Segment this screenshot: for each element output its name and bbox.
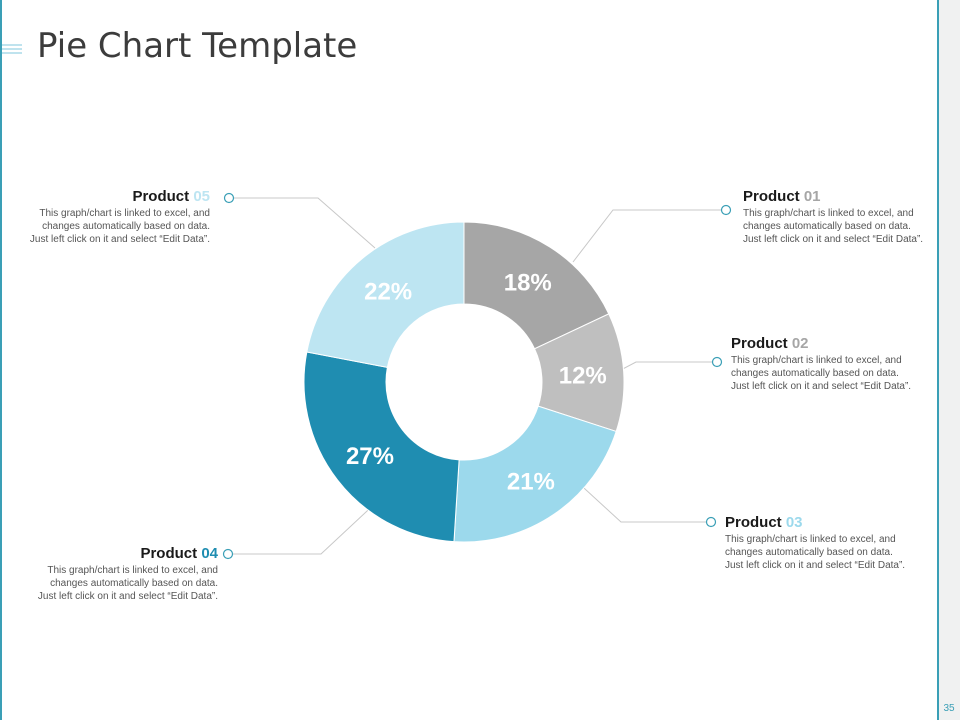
page-number: 35 (943, 703, 955, 714)
slice-value-label: 18% (504, 270, 552, 297)
slice-value-label: 12% (559, 363, 607, 390)
callout-name: Product (132, 188, 190, 205)
callout-title: Product 01 (743, 188, 960, 206)
callout-number: 05 (193, 188, 210, 205)
callout-marker-icon (223, 192, 235, 204)
left-border (0, 0, 2, 720)
desc-line: changes automatically based on data. (42, 221, 210, 232)
callout-title: Product 05 (0, 188, 210, 206)
pie-slice (303, 351, 460, 543)
desc-line: changes automatically based on data. (743, 221, 911, 232)
callout-product-04: Product 04 This graph/chart is linked to… (0, 545, 218, 603)
callout-name: Product (140, 545, 198, 562)
callout-title: Product 02 (731, 335, 960, 353)
desc-line: This graph/chart is linked to excel, and (743, 208, 914, 219)
callout-name: Product (731, 335, 788, 352)
desc-line: Just left click on it and select “Edit D… (37, 591, 218, 602)
callout-number: 01 (803, 188, 821, 205)
slice-value-label: 27% (346, 443, 394, 470)
callout-marker-icon (222, 548, 234, 560)
callout-product-03: Product 03 This graph/chart is linked to… (725, 514, 955, 572)
leader-line (228, 497, 382, 555)
callout-description: This graph/chart is linked to excel, and… (0, 564, 218, 603)
callout-title: Product 04 (0, 545, 218, 563)
callout-product-01: Product 01 This graph/chart is linked to… (743, 188, 960, 246)
callout-marker-icon (711, 356, 723, 368)
desc-line: This graph/chart is linked to excel, and (731, 355, 902, 366)
pie-slice (463, 221, 610, 350)
desc-line: Just left click on it and select “Edit D… (29, 234, 210, 245)
slice-value-label: 22% (364, 278, 412, 305)
callout-product-05: Product 05 This graph/chart is linked to… (0, 188, 210, 246)
callout-marker-icon (720, 204, 732, 216)
callout-number: 03 (785, 514, 803, 531)
leader-line (572, 209, 726, 263)
callout-description: This graph/chart is linked to excel, and… (725, 533, 955, 572)
callout-description: This graph/chart is linked to excel, and… (743, 207, 960, 246)
callout-name: Product (743, 188, 800, 205)
desc-line: This graph/chart is linked to excel, and (39, 208, 210, 219)
right-side-panel (937, 0, 960, 720)
page-title: Pie Chart Template (37, 26, 358, 66)
desc-line: changes automatically based on data. (50, 578, 218, 589)
slice-value-label: 21% (507, 468, 555, 495)
callout-number: 04 (201, 545, 218, 562)
callout-name: Product (725, 514, 782, 531)
pie-slice (453, 405, 617, 543)
leader-line (229, 197, 376, 249)
callout-number: 02 (791, 335, 809, 352)
callout-description: This graph/chart is linked to excel, and… (731, 354, 960, 393)
desc-line: changes automatically based on data. (731, 368, 899, 379)
pie-slice (306, 221, 465, 368)
desc-line: Just left click on it and select “Edit D… (731, 381, 912, 392)
title-lines-icon (2, 44, 22, 58)
desc-line: This graph/chart is linked to excel, and (725, 534, 896, 545)
desc-line: changes automatically based on data. (725, 547, 893, 558)
callout-product-02: Product 02 This graph/chart is linked to… (731, 335, 960, 393)
desc-line: Just left click on it and select “Edit D… (725, 560, 906, 571)
desc-line: Just left click on it and select “Edit D… (743, 234, 924, 245)
callout-marker-icon (705, 516, 717, 528)
callout-title: Product 03 (725, 514, 955, 532)
callout-description: This graph/chart is linked to excel, and… (0, 207, 210, 246)
desc-line: This graph/chart is linked to excel, and (47, 565, 218, 576)
